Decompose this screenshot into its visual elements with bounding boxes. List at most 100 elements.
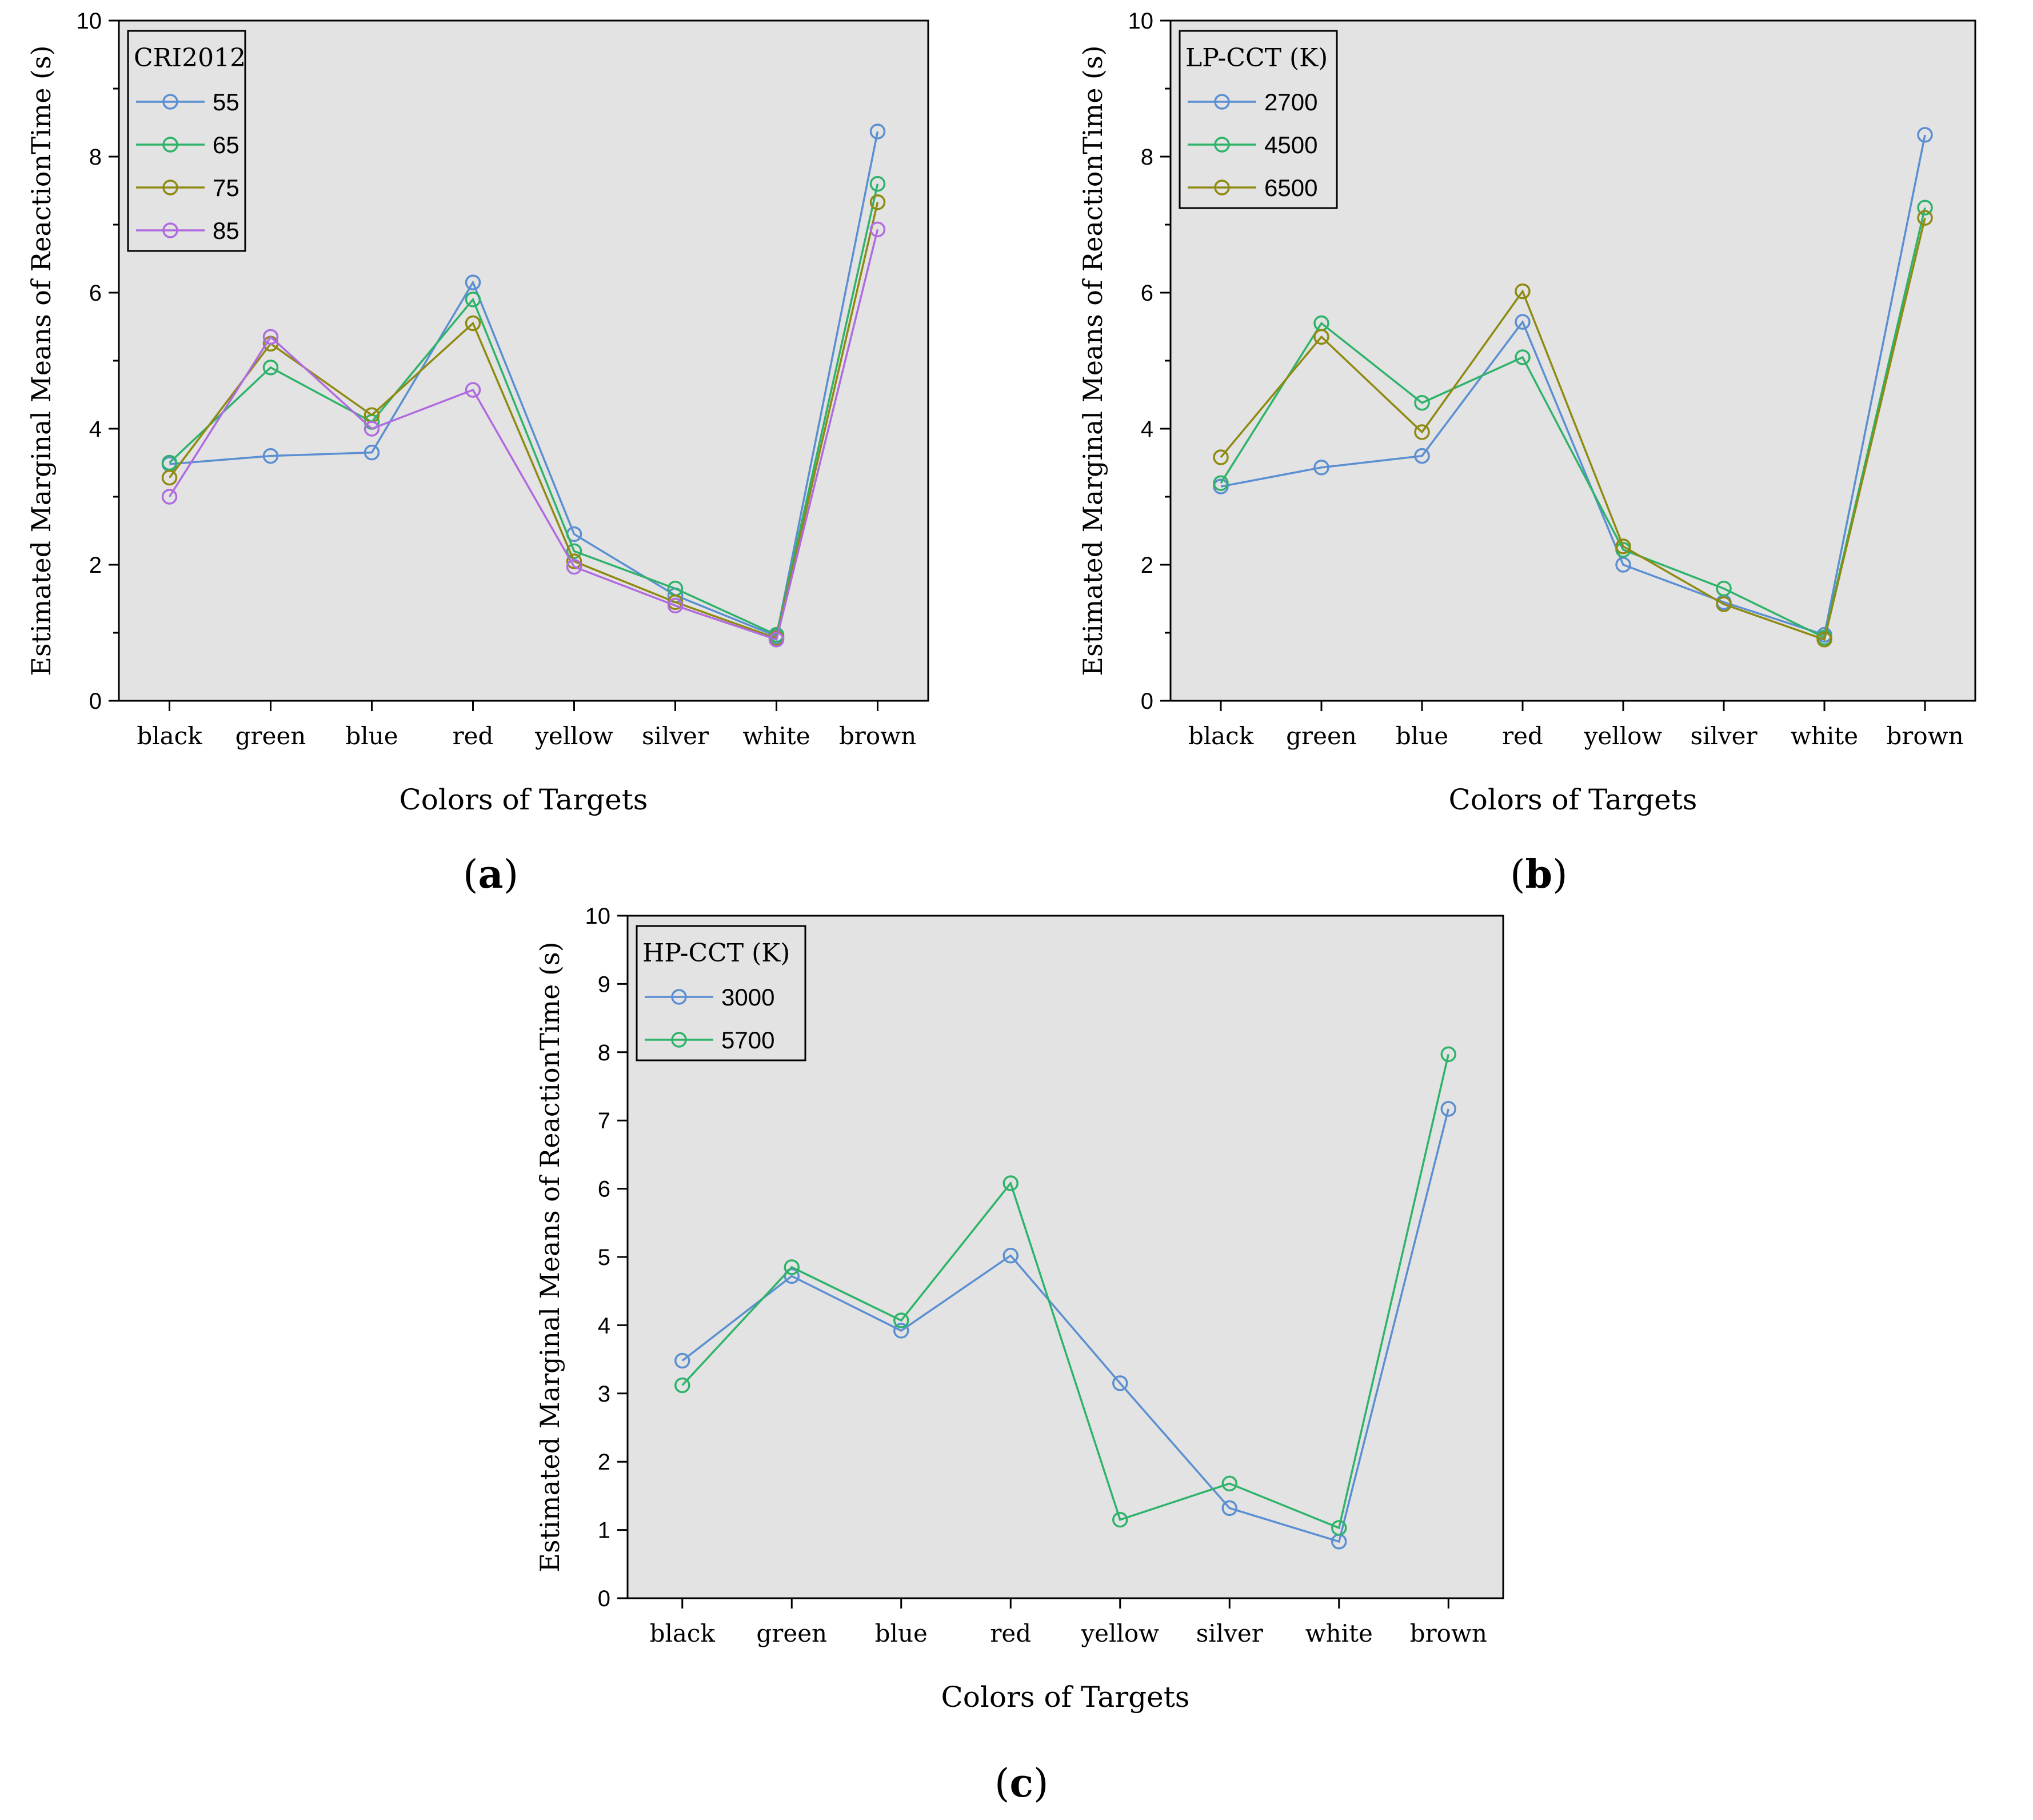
x-tick-label: green xyxy=(1286,722,1357,750)
data-point-4500 xyxy=(1213,475,1229,491)
y-tick-label: 0 xyxy=(1141,689,1153,714)
y-axis-title: Estimated Marginal Means of ReactionTime… xyxy=(534,941,565,1572)
y-tick-label: 6 xyxy=(1141,281,1153,306)
data-point-65 xyxy=(262,360,279,376)
data-point-85 xyxy=(364,421,380,437)
panel-label-a: (a) xyxy=(463,852,519,897)
panel-c: 0 1 2 3 4 5 6 7 8 9 10 black green blue red yellow silve… xyxy=(514,892,1532,1820)
y-tick-label: 6 xyxy=(89,281,102,306)
x-tick-label: brown xyxy=(1410,1619,1487,1647)
data-point-3000 xyxy=(674,1352,690,1369)
panel-b: 0 2 4 6 8 10 black green blue red yellow silver whit… xyxy=(1016,0,2033,909)
data-point-5700 xyxy=(1112,1511,1128,1528)
legend-title: LP-CCT (K) xyxy=(1185,43,1328,73)
y-tick-label: 10 xyxy=(585,904,611,929)
data-point-6500 xyxy=(1816,632,1832,648)
y-tick-label: 3 xyxy=(598,1382,610,1407)
data-point-5700 xyxy=(1221,1475,1237,1492)
data-point-75 xyxy=(566,553,582,569)
legend-label: 3000 xyxy=(721,984,774,1011)
data-point-75 xyxy=(869,194,886,210)
data-point-2700 xyxy=(1414,448,1430,464)
series-line-85 xyxy=(169,229,879,641)
legend-marker xyxy=(1214,94,1230,110)
x-tick-label: black xyxy=(1188,722,1254,750)
data-point-55 xyxy=(364,444,380,461)
data-point-5700 xyxy=(784,1259,800,1275)
x-tick-label: white xyxy=(1791,722,1858,750)
panel-a: 0 2 4 6 8 10 black green blue red yellow silver whit… xyxy=(0,0,1016,909)
data-point-6500 xyxy=(1515,283,1531,300)
legend-marker xyxy=(162,94,178,110)
data-point-2700 xyxy=(1515,314,1531,330)
x-tick-label: silver xyxy=(1196,1619,1264,1647)
legend-title: HP-CCT (K) xyxy=(642,939,790,968)
data-point-2700 xyxy=(1313,460,1329,476)
legend-title: CRI2012 xyxy=(134,43,246,73)
data-point-3000 xyxy=(784,1268,800,1284)
y-tick-label: 4 xyxy=(598,1313,610,1338)
legend-label: 2700 xyxy=(1264,89,1317,115)
data-point-4500 xyxy=(1917,199,1933,215)
legend-label: 4500 xyxy=(1264,131,1317,158)
y-tick-label: 2 xyxy=(1141,553,1153,578)
y-tick-label: 9 xyxy=(598,972,610,997)
x-axis-title: Colors of Targets xyxy=(941,1681,1190,1714)
y-tick-label: 8 xyxy=(598,1040,610,1065)
data-point-4500 xyxy=(1515,349,1531,365)
x-tick-label: red xyxy=(453,722,494,750)
x-tick-label: brown xyxy=(839,722,916,750)
x-tick-label: white xyxy=(1305,1619,1373,1647)
series-line-55 xyxy=(169,131,879,638)
plot-area xyxy=(118,19,929,702)
legend-label: 65 xyxy=(213,131,239,158)
x-tick-label: silver xyxy=(1690,722,1758,750)
data-point-55 xyxy=(465,274,481,290)
chart-c: 0 1 2 3 4 5 6 7 8 9 10 black green blue red yellow silve… xyxy=(534,904,1504,1714)
y-tick-label: 0 xyxy=(89,689,102,714)
data-point-75 xyxy=(465,315,481,332)
legend-marker xyxy=(162,137,178,153)
data-point-6500 xyxy=(1213,449,1229,465)
y-tick-label: 6 xyxy=(598,1177,610,1202)
data-point-5700 xyxy=(674,1377,690,1394)
data-point-2700 xyxy=(1917,127,1933,143)
y-tick-label: 8 xyxy=(1141,145,1153,170)
x-tick-label: silver xyxy=(642,722,709,750)
y-tick-label: 2 xyxy=(598,1450,610,1475)
x-tick-label: yellow xyxy=(1584,722,1663,750)
data-point-3000 xyxy=(1221,1500,1237,1516)
legend-marker xyxy=(162,179,178,195)
data-point-6500 xyxy=(1414,424,1430,440)
x-tick-label: yellow xyxy=(1080,1619,1159,1647)
data-point-85 xyxy=(667,597,684,614)
data-point-55 xyxy=(869,123,886,139)
data-point-65 xyxy=(465,292,481,308)
data-point-85 xyxy=(768,632,785,648)
x-axis-title: Colors of Targets xyxy=(400,783,648,816)
data-point-65 xyxy=(566,543,582,559)
data-point-4500 xyxy=(1716,580,1732,597)
series-line-6500 xyxy=(1220,217,1926,641)
data-point-85 xyxy=(262,329,279,345)
data-point-85 xyxy=(869,221,886,238)
chart-b: 0 2 4 6 8 10 black green blue red yellow silver whit… xyxy=(1077,9,1976,816)
x-tick-label: blue xyxy=(875,1619,928,1647)
legend-marker xyxy=(671,1032,687,1048)
data-point-65 xyxy=(161,454,178,471)
data-point-3000 xyxy=(893,1323,909,1339)
series-line-65 xyxy=(169,183,879,637)
x-tick-label: black xyxy=(137,722,202,750)
x-tick-label: red xyxy=(1502,722,1543,750)
legend-label: 85 xyxy=(213,217,239,244)
series-line-4500 xyxy=(1220,207,1926,639)
panel-label-c: (c) xyxy=(994,1761,1049,1806)
data-point-75 xyxy=(161,469,178,486)
y-tick-label: 4 xyxy=(1141,417,1153,442)
x-tick-label: red xyxy=(990,1619,1031,1647)
data-point-3000 xyxy=(1002,1247,1019,1264)
x-axis-title: Colors of Targets xyxy=(1449,783,1698,816)
data-point-85 xyxy=(566,558,582,575)
x-tick-label: white xyxy=(742,722,810,750)
y-axis-title: Estimated Marginal Means of ReactionTime… xyxy=(1077,45,1108,676)
